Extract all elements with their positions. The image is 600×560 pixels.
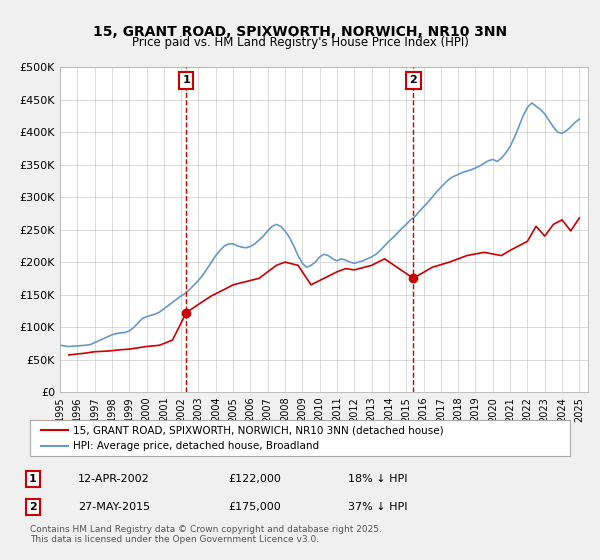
Text: Contains HM Land Registry data © Crown copyright and database right 2025.
This d: Contains HM Land Registry data © Crown c… (30, 525, 382, 544)
Text: £122,000: £122,000 (228, 474, 281, 484)
Text: £175,000: £175,000 (228, 502, 281, 512)
Text: 1: 1 (29, 474, 37, 484)
Text: 15, GRANT ROAD, SPIXWORTH, NORWICH, NR10 3NN (detached house): 15, GRANT ROAD, SPIXWORTH, NORWICH, NR10… (73, 425, 444, 435)
Text: 2: 2 (29, 502, 37, 512)
Text: HPI: Average price, detached house, Broadland: HPI: Average price, detached house, Broa… (73, 441, 319, 451)
Text: Price paid vs. HM Land Registry's House Price Index (HPI): Price paid vs. HM Land Registry's House … (131, 36, 469, 49)
Text: 1: 1 (182, 75, 190, 85)
Text: 15, GRANT ROAD, SPIXWORTH, NORWICH, NR10 3NN: 15, GRANT ROAD, SPIXWORTH, NORWICH, NR10… (93, 25, 507, 39)
Text: 18% ↓ HPI: 18% ↓ HPI (348, 474, 407, 484)
Text: 37% ↓ HPI: 37% ↓ HPI (348, 502, 407, 512)
Text: 27-MAY-2015: 27-MAY-2015 (78, 502, 150, 512)
Text: 2: 2 (409, 75, 417, 85)
Text: 12-APR-2002: 12-APR-2002 (78, 474, 150, 484)
